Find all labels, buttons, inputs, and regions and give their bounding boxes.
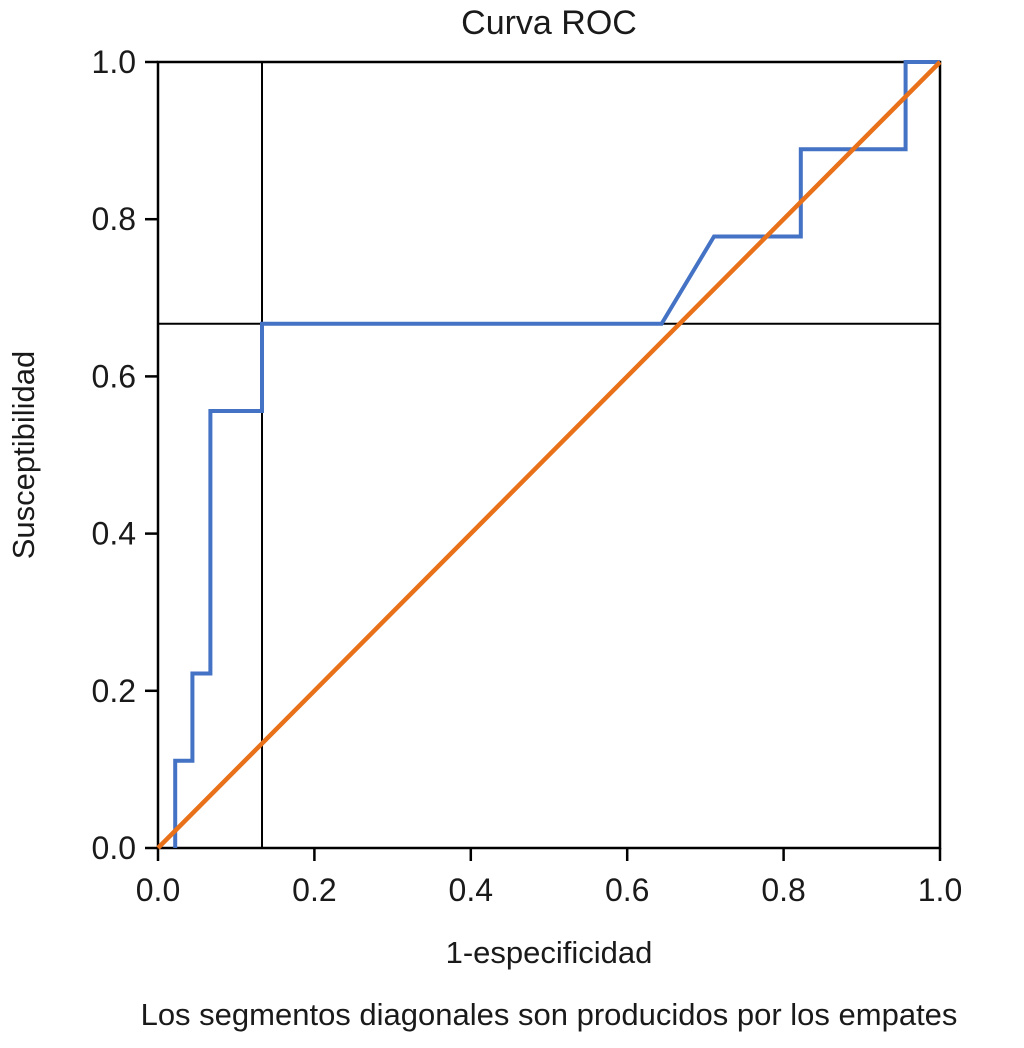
x-axis-label: 1-especificidad <box>446 935 653 970</box>
plot-frame <box>156 60 942 850</box>
x-tick-label: 0.0 <box>136 872 180 908</box>
x-tick-label: 0.8 <box>761 872 805 908</box>
y-axis-label: Susceptibilidad <box>6 351 41 560</box>
x-tick-label: 0.4 <box>449 872 493 908</box>
chart-footnote: Los segmentos diagonales son producidos … <box>141 997 958 1032</box>
y-tick-label: 0.6 <box>92 358 136 394</box>
x-tick-label: 0.2 <box>292 872 336 908</box>
y-tick-label: 0.8 <box>92 201 136 237</box>
y-tick-label: 0.0 <box>92 830 136 866</box>
roc-curve-line <box>173 60 940 848</box>
chart-title: Curva ROC <box>461 4 637 42</box>
y-tick-label: 0.4 <box>92 516 136 552</box>
plot-layer: 0.0 0.2 0.4 0.6 0.8 1.0 0.0 0.2 0.4 0.6 0.8 1.0 <box>92 44 963 908</box>
reference-diagonal-line <box>156 60 942 850</box>
x-tick-label: 1.0 <box>918 872 962 908</box>
y-tick-label: 0.2 <box>92 673 136 709</box>
x-tick-label: 0.6 <box>605 872 649 908</box>
y-tick-label: 1.0 <box>92 44 136 80</box>
